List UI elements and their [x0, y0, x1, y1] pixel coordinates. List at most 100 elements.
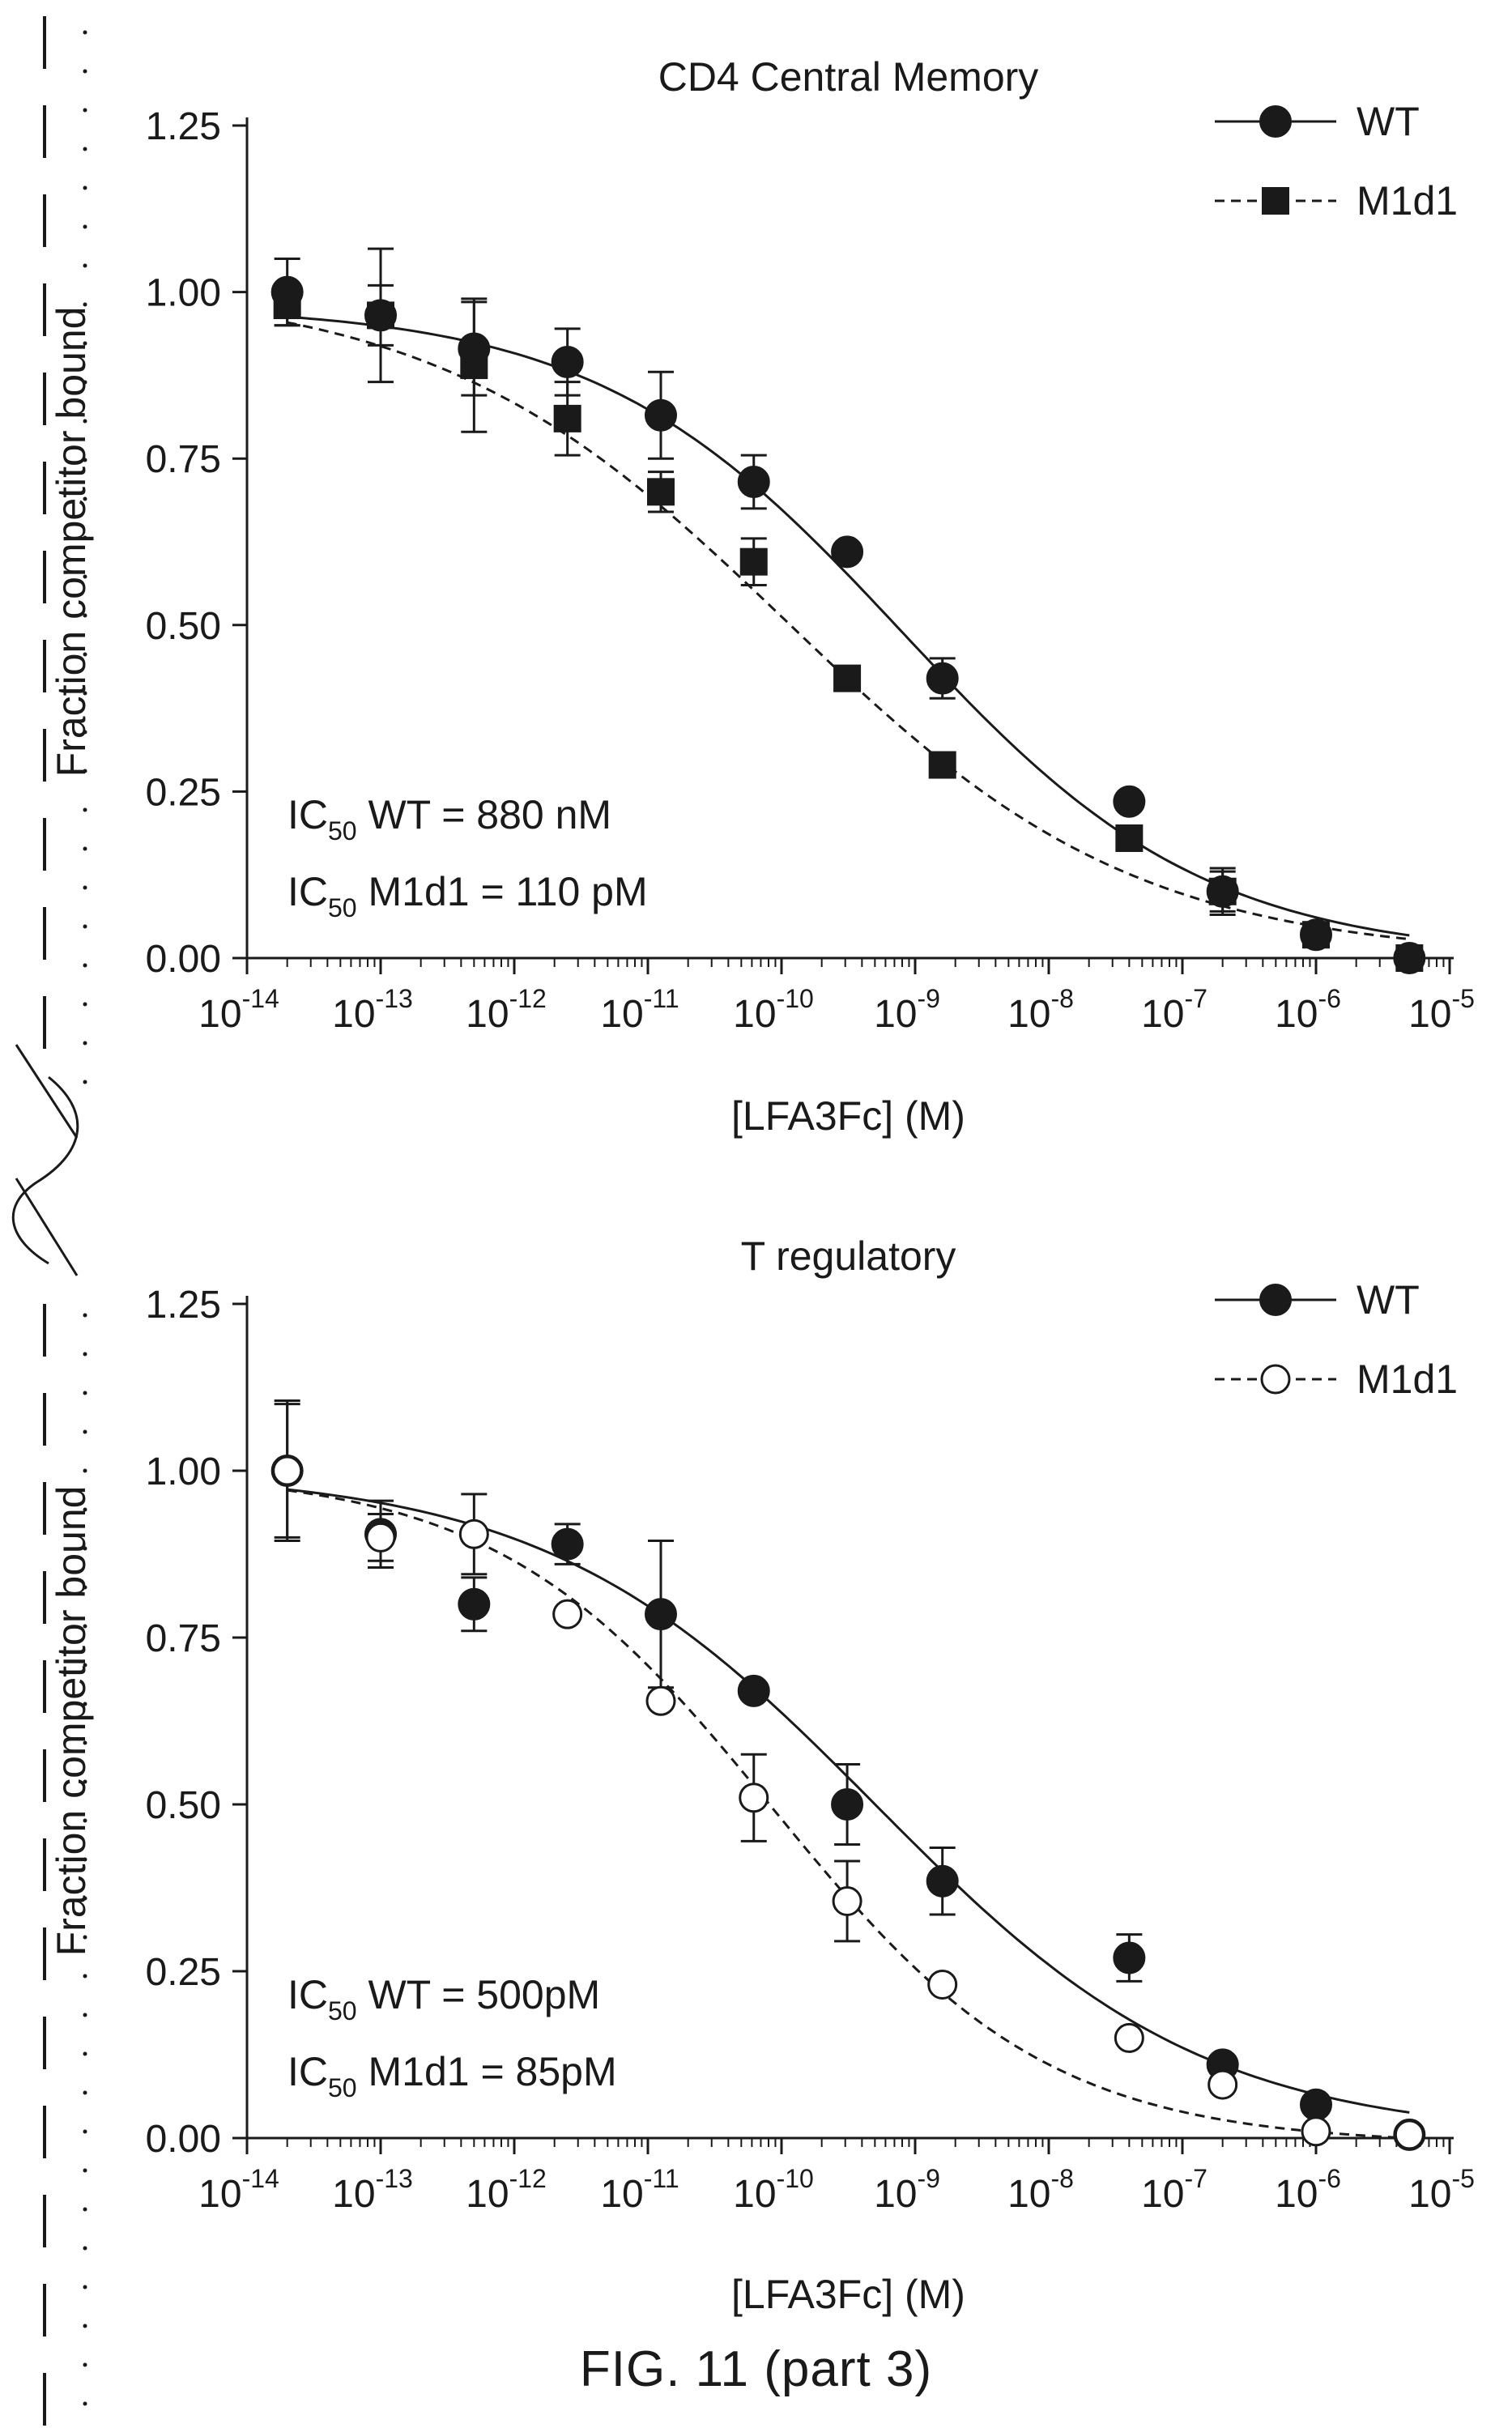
y-tick-label: 0.75 — [146, 1617, 221, 1660]
cut-line-dot — [83, 730, 87, 735]
cut-line-dot — [83, 2246, 87, 2251]
data-point-m1d1 — [552, 1599, 583, 1629]
data-point-m1d1 — [646, 478, 675, 506]
data-point-wt — [926, 1864, 959, 1898]
data-point-wt — [831, 535, 864, 569]
data-point-wt — [551, 345, 584, 378]
ic50-annotation: IC50 WT = 880 nM — [287, 792, 611, 846]
legend-marker-wt — [1259, 105, 1292, 138]
legend-marker-m1d1 — [1262, 187, 1289, 215]
fit-curve-wt — [287, 315, 1410, 937]
y-tick-label: 0.25 — [146, 771, 221, 814]
cut-line-dot — [83, 1974, 87, 1979]
data-point-m1d1 — [927, 1969, 958, 2000]
y-axis-label: Fraction competitor bound — [49, 307, 94, 777]
data-point-wt — [1300, 2088, 1332, 2121]
x-tick-label: 10-8 — [1007, 984, 1074, 1036]
data-point-m1d1 — [739, 547, 768, 576]
cut-line-dot — [83, 1585, 87, 1590]
x-tick-label: 10-12 — [466, 2164, 547, 2216]
data-point-wt — [551, 1527, 584, 1561]
cut-line-dot — [83, 2324, 87, 2328]
x-tick-label: 10-9 — [874, 984, 940, 1036]
x-tick-label: 10-6 — [1275, 984, 1341, 1036]
x-tick-label: 10-6 — [1275, 2164, 1341, 2216]
cut-line-dot — [83, 1935, 87, 1940]
cut-line-dot — [83, 1546, 87, 1551]
cut-line-dot — [83, 1507, 87, 1512]
cut-line-dot — [83, 1896, 87, 1901]
y-tick-label: 0.50 — [146, 1784, 221, 1827]
data-point-wt — [1113, 1941, 1146, 1974]
x-tick-label: 10-12 — [466, 984, 547, 1036]
x-tick-label: 10-9 — [874, 2164, 940, 2216]
data-point-wt — [644, 1598, 677, 1631]
cut-line-dot — [83, 1002, 87, 1007]
cut-line-dot — [83, 419, 87, 424]
cut-line-dot — [83, 846, 87, 851]
cut-line-dot — [83, 1663, 87, 1668]
y-tick-label: 1.00 — [146, 1450, 221, 1493]
x-tick-label: 10-11 — [600, 2164, 679, 2216]
data-point-m1d1 — [832, 1885, 862, 1916]
data-point-m1d1 — [367, 301, 394, 330]
y-tick-label: 0.00 — [146, 2118, 221, 2161]
cut-line-dot — [83, 769, 87, 773]
cut-line-dot — [83, 147, 87, 151]
data-point-m1d1 — [1115, 824, 1144, 852]
chart-panel-cd4-central-memory: CD4 Central Memory 0.00 0.25 0.50 0.75 1.00 1.… — [49, 54, 1475, 1139]
cut-line-dot — [83, 963, 87, 968]
y-tick-label: 1.25 — [146, 105, 221, 148]
cut-line-dot — [83, 1041, 87, 1046]
data-point-m1d1 — [1114, 2022, 1144, 2053]
cut-line-dot — [83, 224, 87, 229]
cut-line-dot — [83, 30, 87, 35]
cut-line-dot — [83, 2013, 87, 2017]
cut-line-dot — [83, 2129, 87, 2134]
data-point-m1d1 — [1394, 2119, 1425, 2150]
cut-line-dot — [83, 652, 87, 657]
cut-line-dot — [83, 185, 87, 190]
ic50-annotation: IC50 M1d1 = 110 pM — [287, 869, 648, 922]
data-point-wt — [831, 1788, 864, 1821]
data-point-m1d1 — [553, 404, 581, 432]
x-tick-label: 10-10 — [733, 984, 814, 1036]
y-tick-label: 0.50 — [146, 605, 221, 648]
axis-break-slash — [15, 1044, 79, 1139]
legend-label-m1d1: M1d1 — [1357, 1357, 1458, 1402]
cut-line-dot — [83, 2362, 87, 2367]
cut-line-dot — [83, 341, 87, 346]
x-tick-label: 10-14 — [198, 984, 279, 1036]
figure-caption: FIG. 11 (part 3) — [579, 2341, 933, 2397]
cut-line-dot — [83, 458, 87, 462]
cut-line-dot — [83, 69, 87, 74]
data-point-m1d1 — [1395, 944, 1424, 972]
x-axis-label: [LFA3Fc] (M) — [731, 1093, 965, 1139]
data-point-wt — [1113, 785, 1146, 818]
cut-line-dot — [83, 1313, 87, 1318]
x-tick-label: 10-14 — [198, 2164, 279, 2216]
cut-line-dot — [83, 302, 87, 307]
cut-line-dot — [83, 1391, 87, 1395]
cut-line-dot — [83, 574, 87, 579]
x-tick-label: 10-13 — [332, 2164, 413, 2216]
axis-break-slash — [15, 1178, 79, 1276]
x-tick-label: 10-10 — [733, 2164, 814, 2216]
data-point-m1d1 — [365, 1522, 396, 1553]
cut-line-dot — [83, 1779, 87, 1784]
cut-line-dot — [83, 1740, 87, 1745]
cut-line-dot — [83, 613, 87, 618]
fit-curve-m1d1 — [287, 321, 1410, 941]
cut-line-dot — [83, 924, 87, 929]
cut-line-dot — [83, 2285, 87, 2290]
legend-label-wt: WT — [1357, 99, 1420, 144]
cut-line-dot — [83, 1857, 87, 1862]
ic50-annotation: IC50 WT = 500pM — [287, 1972, 600, 2025]
cut-line-dot — [83, 1352, 87, 1357]
y-axis-label: Fraction competitor bound — [49, 1486, 94, 1957]
x-tick-label: 10-8 — [1007, 2164, 1074, 2216]
data-point-wt — [737, 1674, 770, 1707]
x-tick-label: 10-7 — [1141, 984, 1207, 1036]
chart-title: T regulatory — [741, 1233, 956, 1279]
